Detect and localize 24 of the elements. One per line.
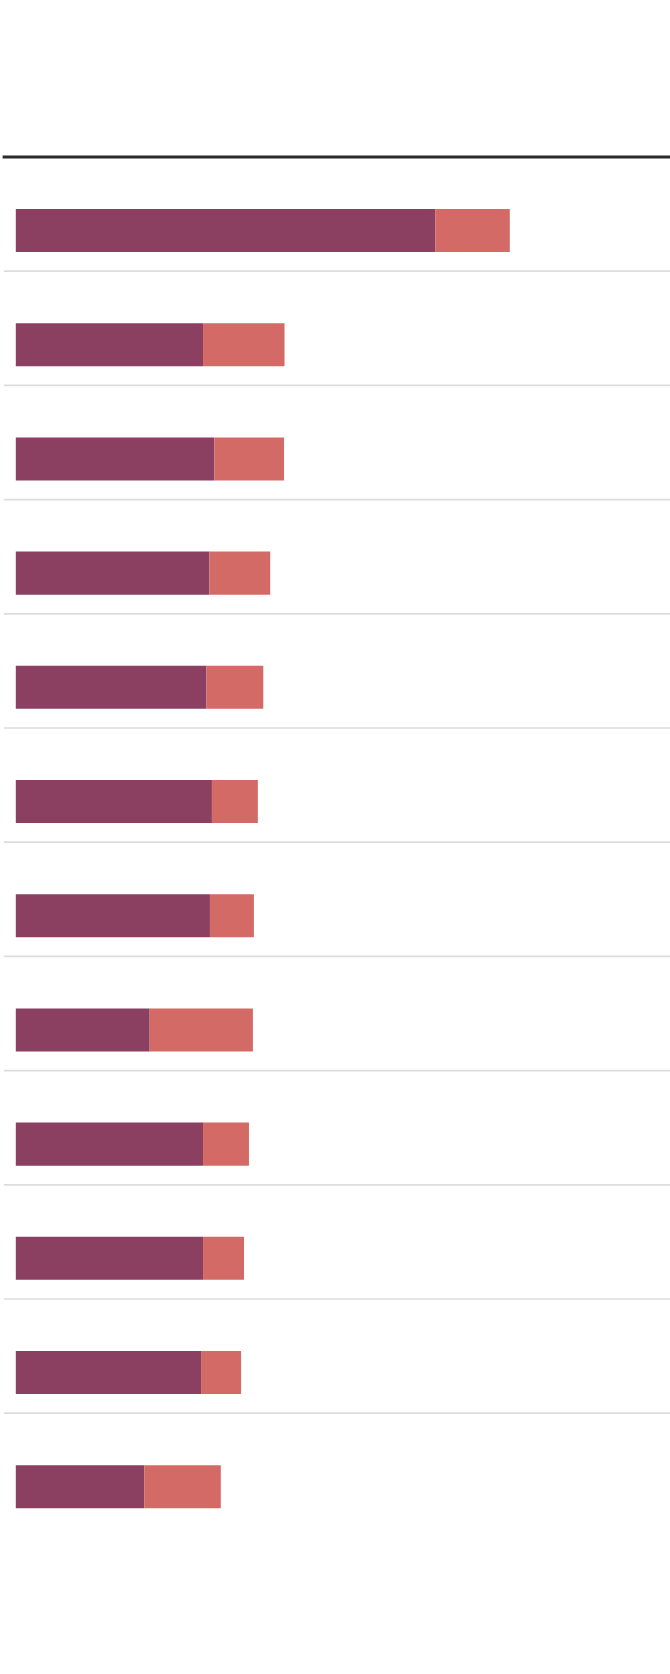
- bar: [203, 323, 285, 367]
- bar: [15, 1465, 145, 1509]
- bar: [144, 1465, 221, 1509]
- bar: [15, 1008, 150, 1052]
- bar: [15, 209, 436, 253]
- bar: [203, 1122, 249, 1166]
- bar: [15, 323, 204, 367]
- bar: [201, 1351, 242, 1395]
- bar: [15, 1236, 204, 1280]
- bar: [15, 780, 212, 824]
- bar: [211, 780, 258, 824]
- bar: [15, 551, 210, 595]
- bar: [203, 1236, 245, 1280]
- bar: [209, 551, 271, 595]
- bar: [15, 894, 210, 938]
- bar: [15, 1122, 204, 1166]
- bar: [209, 894, 254, 938]
- bar: [15, 665, 207, 709]
- bar: [206, 665, 264, 709]
- bar: [15, 1351, 202, 1395]
- bar: [214, 437, 285, 481]
- bar: [15, 437, 215, 481]
- bar: [149, 1008, 253, 1052]
- bar: [435, 209, 510, 253]
